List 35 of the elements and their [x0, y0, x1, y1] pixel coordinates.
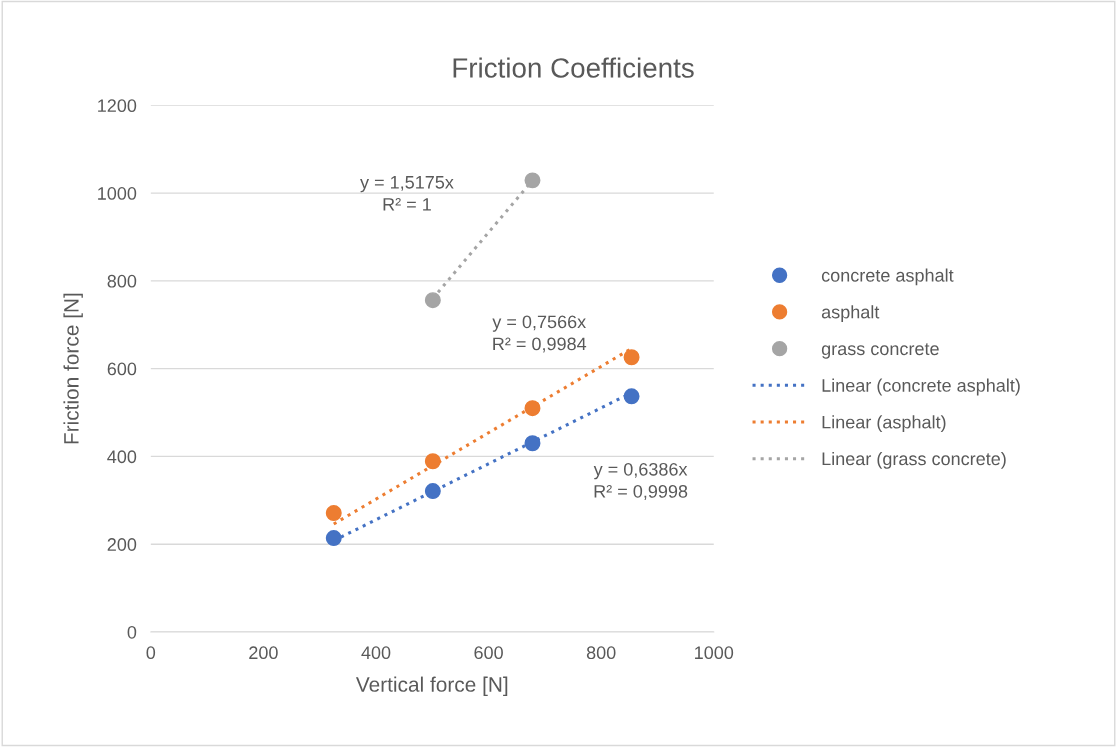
y-tick-label: 400 — [107, 450, 137, 464]
chart-title: Friction Coefficients — [453, 57, 694, 78]
point — [325, 505, 342, 522]
legend-label: Linear (concrete asphalt) — [822, 378, 1020, 396]
x-tick-label: 600 — [474, 646, 503, 660]
point — [524, 172, 541, 189]
y-tick-label: 1200 — [98, 99, 137, 113]
legend-label: Linear (grass concrete) — [822, 451, 1006, 469]
y-tick-label: 800 — [107, 274, 137, 288]
point — [424, 292, 441, 309]
y-axis-title: Friction force [N] — [63, 293, 83, 444]
y-tick-label: 200 — [107, 538, 137, 551]
x-tick-label: 400 — [361, 646, 391, 660]
annotation: y = 0,6386x R² = 0,9998 — [593, 462, 688, 500]
x-tick-label: 0 — [146, 646, 156, 660]
annotation: y = 1,5175x R² = 1 — [360, 176, 454, 211]
legend-label: concrete asphalt — [821, 268, 954, 286]
annotation: y = 0,7566x R² = 0,9984 — [492, 315, 587, 353]
point — [623, 388, 640, 405]
legend-label: grass concrete — [821, 343, 939, 359]
x-tick-label: 200 — [249, 646, 278, 660]
point — [424, 453, 441, 470]
x-tick-label: 800 — [586, 646, 616, 660]
point — [424, 483, 441, 500]
point — [524, 400, 541, 417]
point — [524, 435, 541, 452]
y-tick-label: 600 — [107, 362, 137, 376]
y-tick-label: 1000 — [98, 187, 137, 200]
legend-label: asphalt — [821, 305, 880, 323]
y-tick-label: 0 — [127, 625, 137, 639]
x-axis-title: Vertical force [N] — [355, 676, 508, 696]
x-tick-label: 1000 — [695, 646, 734, 660]
point — [623, 349, 640, 366]
legend-label: Linear (asphalt) — [822, 415, 946, 433]
point — [325, 530, 342, 547]
